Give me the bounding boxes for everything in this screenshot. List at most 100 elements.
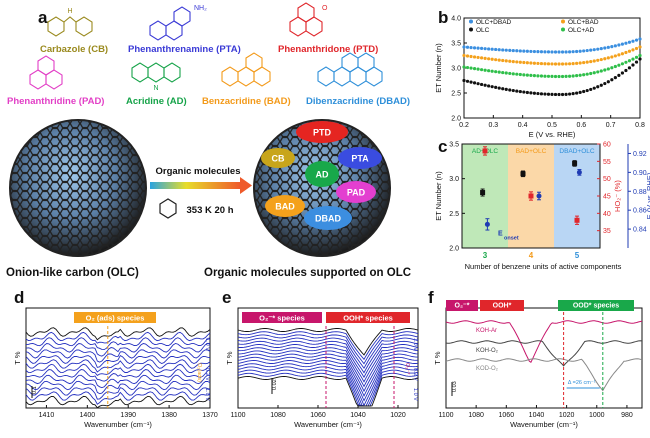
- data-point: [624, 50, 628, 55]
- blob-label-bad: BAD: [275, 202, 295, 212]
- data-point: [476, 67, 480, 71]
- data-point: [536, 61, 540, 66]
- data-point: [483, 83, 487, 87]
- band-label: BAD+OLC: [516, 148, 547, 155]
- blob-label-dbad: DBAD: [315, 214, 341, 224]
- scale-label: 0.03: [452, 381, 458, 392]
- data-point: [490, 57, 494, 61]
- data-point: [634, 60, 639, 64]
- data-point: [592, 86, 596, 90]
- data-point: [575, 49, 579, 54]
- data-point: [564, 50, 568, 54]
- data-point: [522, 73, 526, 77]
- data-point: [522, 90, 526, 94]
- acridine-n-label: N: [153, 85, 158, 92]
- data-point: [497, 70, 501, 74]
- data-point: [557, 74, 561, 79]
- spectrum-line: [237, 356, 419, 397]
- voltage-label-mid: 0.2 V: [204, 368, 210, 381]
- y-tick-label: 4.0: [451, 16, 461, 23]
- data-point: [557, 50, 561, 54]
- data-point: [617, 53, 621, 57]
- header-label-1: O₂⁻*: [455, 303, 470, 310]
- data-point: [603, 46, 607, 50]
- data-point: [494, 70, 498, 74]
- data-point: [624, 41, 628, 45]
- spectrum-line: [237, 369, 419, 407]
- data-point: [483, 68, 487, 72]
- data-point: [480, 82, 484, 87]
- data-point: [522, 60, 526, 65]
- molecule-name-pta: Phenanthrenamine (PTA): [128, 44, 241, 55]
- data-point: [550, 62, 554, 66]
- data-point: [472, 67, 477, 71]
- molecule-name-ptd: Phenanthridone (PTD): [278, 44, 379, 55]
- data-point: [465, 65, 470, 70]
- ho2-axis-label: HO₂⁻ (%): [613, 180, 622, 212]
- header-box-3: [558, 300, 634, 311]
- legend-marker: [469, 27, 473, 32]
- data-point: [585, 72, 589, 76]
- data-point: [603, 57, 607, 61]
- spectrum-line: [445, 320, 643, 363]
- data-point: [634, 38, 639, 42]
- data-point: [490, 69, 494, 73]
- data-point: [578, 49, 582, 53]
- spectrum-line: [25, 374, 211, 389]
- data-point: [550, 50, 554, 54]
- spectrum-line: [25, 369, 211, 382]
- data-point: [596, 47, 600, 51]
- data-point: [613, 54, 617, 58]
- data-point: [522, 49, 526, 53]
- data-point: [599, 57, 603, 62]
- data-point: [472, 81, 477, 85]
- x-tick-label: 1020: [559, 412, 575, 419]
- x-tick-label: 5: [575, 251, 580, 260]
- chart-f: 1100 1080 1060 1040 1020 1000 980 Wavenumber (c…: [433, 300, 643, 429]
- data-point: [539, 92, 544, 96]
- data-point: [613, 64, 617, 69]
- data-point: [472, 46, 477, 50]
- data-point: [508, 48, 512, 52]
- data-point: [504, 59, 508, 63]
- data-point: [634, 55, 639, 59]
- data-point: [578, 61, 582, 65]
- data-point: [476, 46, 480, 50]
- x-tick-label: 1100: [438, 412, 453, 419]
- header-label-2: OOH*: [493, 303, 512, 310]
- x-tick-label: 1380: [161, 412, 177, 419]
- data-point: [585, 88, 589, 93]
- onset-annotation-sub: onset: [504, 236, 519, 242]
- data-point: [529, 61, 533, 65]
- data-point: [550, 92, 554, 96]
- y-tick-label: 2.0: [451, 116, 461, 123]
- data-point: [610, 55, 614, 59]
- spectrum-line: [238, 350, 419, 388]
- molecule-name-dbad: Dibenzacridine (DBAD): [306, 96, 410, 107]
- data-point: [472, 55, 477, 59]
- ho2-tick-label: 55: [603, 159, 611, 166]
- blob-label-pad: PAD: [347, 188, 366, 198]
- voltage-label-top: 1.0 V: [204, 338, 210, 351]
- data-point: [529, 49, 533, 54]
- voltage-label-bottom: 1.0 V: [412, 388, 418, 401]
- e-tick-label: 0.90: [633, 170, 647, 177]
- data-point: [627, 59, 632, 63]
- nh2-label: NH₂: [194, 5, 207, 12]
- data-point: [617, 63, 621, 67]
- legend-label: OLC: [476, 27, 490, 34]
- oxygen-label: O: [322, 5, 328, 12]
- data-point: [511, 72, 515, 76]
- data-point: [627, 49, 632, 53]
- data-point: [571, 74, 575, 78]
- data-point: [592, 71, 596, 75]
- y-tick-label: 2.0: [449, 246, 459, 253]
- data-point: [560, 62, 565, 66]
- data-point: [596, 58, 600, 62]
- data-point: [469, 45, 473, 50]
- data-point: [483, 56, 487, 60]
- data-point: [546, 50, 551, 54]
- data-point: [624, 68, 628, 73]
- chart-c: AD+OLCBAD+OLCDBAD+OLC2.02.53.03.53540455…: [434, 142, 650, 272]
- data-point: [557, 62, 561, 66]
